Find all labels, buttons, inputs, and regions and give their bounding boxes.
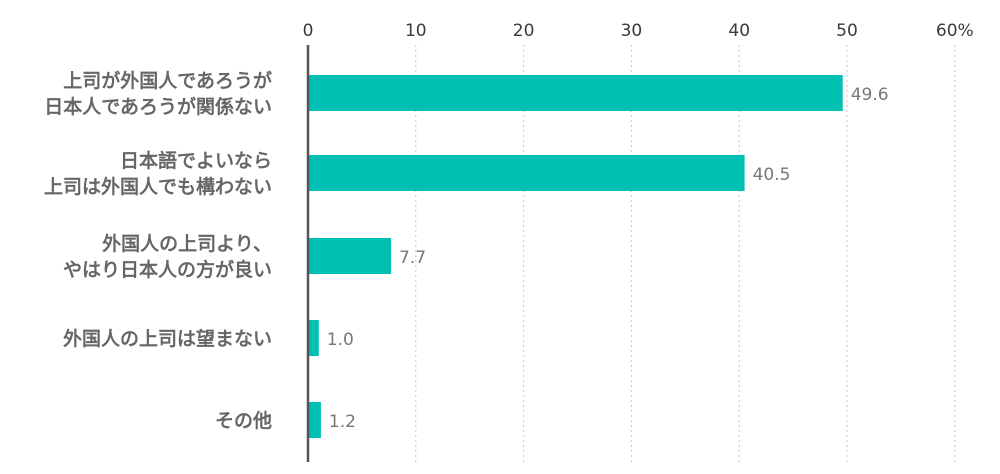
bar-0 bbox=[308, 75, 843, 111]
category-label-1: 日本語でよいなら上司は外国人でも構わない bbox=[44, 149, 272, 198]
x-tick-label-40: 40 bbox=[728, 21, 750, 41]
bar-3 bbox=[308, 320, 319, 356]
bars bbox=[308, 75, 843, 438]
category-labels: 上司が外国人であろうが日本人であろうが関係ない日本語でよいなら上司は外国人でも構… bbox=[44, 69, 272, 432]
category-label-line: やはり日本人の方が良い bbox=[63, 258, 272, 281]
category-label-line: 外国人の上司は望まない bbox=[63, 327, 272, 350]
category-label-line: 日本人であろうが関係ない bbox=[44, 95, 272, 118]
x-tick-label-50: 50 bbox=[836, 21, 858, 41]
x-axis-ticks: 0 10 20 30 40 50 60% bbox=[303, 21, 974, 41]
value-label-3: 1.0 bbox=[327, 330, 354, 350]
category-label-line: 日本語でよいなら bbox=[120, 149, 272, 172]
category-label-line: 外国人の上司より、 bbox=[102, 232, 272, 255]
category-label-line: 上司が外国人であろうが bbox=[63, 69, 272, 92]
category-label-2: 外国人の上司より、やはり日本人の方が良い bbox=[63, 232, 272, 281]
value-label-1: 40.5 bbox=[753, 165, 791, 185]
x-tick-label-0: 0 bbox=[303, 21, 314, 41]
bar-4 bbox=[308, 402, 321, 438]
category-label-4: その他 bbox=[215, 409, 272, 432]
x-tick-label-60: 60% bbox=[936, 21, 974, 41]
category-label-line: 上司は外国人でも構わない bbox=[44, 175, 272, 198]
bar-1 bbox=[308, 155, 745, 191]
category-label-0: 上司が外国人であろうが日本人であろうが関係ない bbox=[44, 69, 272, 118]
x-tick-label-30: 30 bbox=[621, 21, 643, 41]
bar-2 bbox=[308, 238, 392, 274]
category-label-line: その他 bbox=[215, 409, 272, 432]
x-tick-label-20: 20 bbox=[513, 21, 535, 41]
value-label-0: 49.6 bbox=[851, 85, 889, 105]
value-label-4: 1.2 bbox=[329, 412, 356, 432]
category-label-3: 外国人の上司は望まない bbox=[63, 327, 272, 350]
value-label-2: 7.7 bbox=[399, 248, 426, 268]
x-tick-label-10: 10 bbox=[405, 21, 427, 41]
value-labels: 49.6 40.5 7.7 1.0 1.2 bbox=[327, 85, 889, 432]
